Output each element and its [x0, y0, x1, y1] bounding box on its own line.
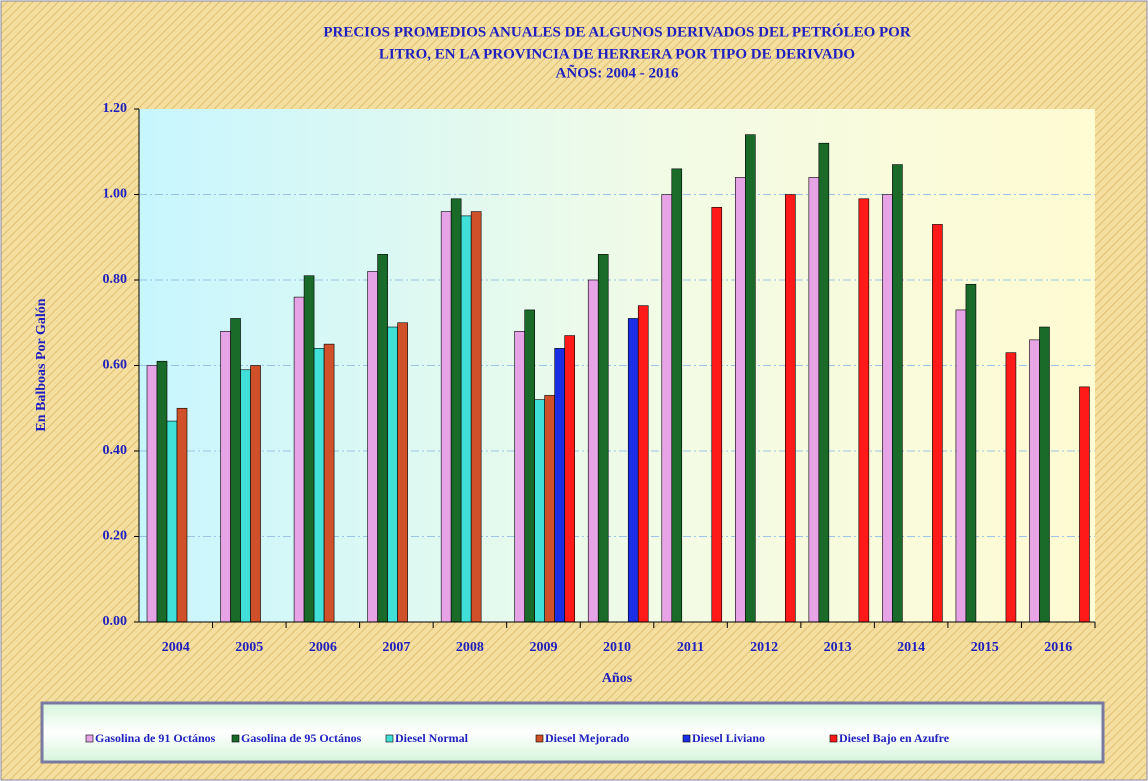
x-tick-label: 2015 — [971, 640, 999, 655]
bar — [1005, 352, 1017, 623]
legend-label: Diesel Bajo en Azufre — [839, 731, 950, 745]
bar — [554, 348, 565, 623]
x-tick-label: 2009 — [529, 640, 557, 655]
x-tick-label: 2011 — [677, 640, 704, 655]
x-tick-label: 2007 — [382, 640, 410, 655]
bar — [166, 420, 178, 623]
legend-swatch — [231, 734, 240, 743]
bar — [745, 134, 756, 623]
bar — [965, 283, 977, 623]
y-tick-label: 0.40 — [103, 443, 128, 458]
bar — [450, 198, 462, 623]
y-tick-label: 0.80 — [103, 272, 128, 287]
x-tick-label: 2014 — [897, 640, 925, 655]
legend-swatch — [385, 734, 394, 743]
bar — [932, 224, 943, 623]
legend-label: Gasolina de 91 Octános — [95, 731, 216, 745]
bar — [1039, 326, 1050, 623]
legend-swatch — [829, 734, 838, 743]
bar — [597, 254, 609, 623]
legend-swatch — [682, 734, 691, 743]
bar — [785, 194, 796, 623]
x-tick-label: 2013 — [824, 640, 852, 655]
legend — [40, 701, 1105, 764]
bar — [313, 348, 325, 623]
legend-label: Diesel Liviano — [692, 731, 765, 745]
bar — [808, 177, 820, 623]
bar — [544, 395, 555, 623]
bar — [637, 305, 649, 623]
bar — [176, 407, 188, 623]
y-tick-label: 0.60 — [103, 358, 128, 373]
legend-label: Gasolina de 95 Octános — [241, 731, 362, 745]
x-tick-label: 2004 — [162, 640, 190, 655]
bar — [882, 194, 893, 623]
bar — [1079, 386, 1090, 623]
bar — [220, 330, 231, 623]
bar — [671, 168, 683, 623]
y-tick-label: 1.00 — [103, 187, 128, 202]
bar — [955, 309, 967, 623]
bar — [711, 207, 723, 623]
bar — [230, 318, 241, 623]
y-axis-label: En Balboas Por Galón — [34, 298, 49, 431]
legend-swatch — [85, 734, 94, 743]
bar — [156, 360, 168, 623]
x-tick-label: 2010 — [603, 640, 631, 655]
legend-swatch — [535, 734, 544, 743]
bar — [1029, 339, 1040, 623]
bar — [323, 343, 335, 623]
bar — [661, 194, 673, 623]
bar — [524, 309, 535, 623]
bar — [534, 399, 545, 623]
y-tick-label: 1.20 — [103, 101, 128, 116]
bar — [460, 215, 472, 623]
legend-label: Diesel Normal — [395, 731, 469, 745]
bar — [587, 279, 599, 623]
bar — [892, 164, 903, 623]
bar — [397, 322, 408, 623]
bar — [858, 198, 870, 623]
bar — [240, 369, 251, 623]
legend-label: Diesel Mejorado — [545, 731, 629, 745]
x-tick-label: 2016 — [1044, 640, 1072, 655]
x-tick-label: 2008 — [456, 640, 484, 655]
bar — [627, 318, 639, 623]
bar — [303, 275, 315, 623]
bar — [250, 365, 261, 623]
bar — [440, 211, 452, 623]
bar — [514, 330, 525, 623]
bar — [293, 296, 305, 623]
x-tick-label: 2012 — [750, 640, 778, 655]
bar — [387, 326, 398, 623]
chart-title: PRECIOS PROMEDIOS ANUALES DE ALGUNOS DER… — [323, 23, 911, 40]
x-axis-label: Años — [602, 671, 633, 686]
bar — [377, 254, 388, 623]
y-tick-label: 0.00 — [103, 614, 128, 629]
x-tick-label: 2005 — [235, 640, 263, 655]
bar — [367, 271, 378, 623]
chart-title: AÑOS: 2004 - 2016 — [556, 63, 679, 81]
bar — [818, 142, 830, 623]
chart-title: LITRO, EN LA PROVINCIA DE HERRERA POR TI… — [379, 46, 855, 62]
y-tick-label: 0.20 — [103, 529, 128, 544]
bar — [470, 211, 482, 623]
bar — [146, 365, 158, 623]
bar — [564, 335, 575, 623]
x-tick-label: 2006 — [309, 640, 337, 655]
bar — [735, 177, 746, 623]
